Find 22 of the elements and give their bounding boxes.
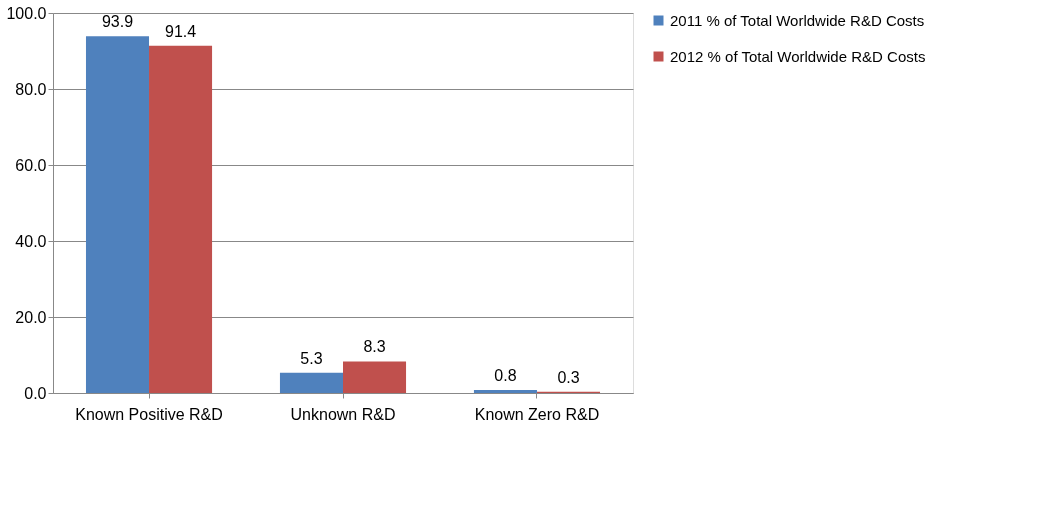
x-tick-label: Unknown R&D xyxy=(290,405,396,423)
data-label: 93.9 xyxy=(101,13,134,31)
data-label: 0.8 xyxy=(494,366,517,384)
y-tick-label: 40.0 xyxy=(15,232,47,250)
data-label: 0.3 xyxy=(557,368,580,386)
bar xyxy=(149,45,213,393)
y-tick-label: 80.0 xyxy=(15,80,47,98)
y-tick-label: 20.0 xyxy=(15,308,47,326)
legend-label: 2011 % of Total Worldwide R&D Costs xyxy=(670,11,925,29)
x-tick-label: Known Zero R&D xyxy=(474,405,600,423)
bar xyxy=(473,389,537,393)
x-tick-label: Known Positive R&D xyxy=(75,405,223,423)
data-label: 91.4 xyxy=(164,22,197,40)
y-tick-label: 0.0 xyxy=(24,384,47,402)
bar xyxy=(343,361,407,393)
y-tick-label: 60.0 xyxy=(15,156,47,174)
data-label: 8.3 xyxy=(363,338,386,356)
bar xyxy=(85,36,150,393)
y-tick-label: 100.0 xyxy=(6,4,47,22)
bar xyxy=(279,372,343,393)
legend-label: 2012 % of Total Worldwide R&D Costs xyxy=(670,47,926,65)
data-label: 5.3 xyxy=(300,349,323,367)
